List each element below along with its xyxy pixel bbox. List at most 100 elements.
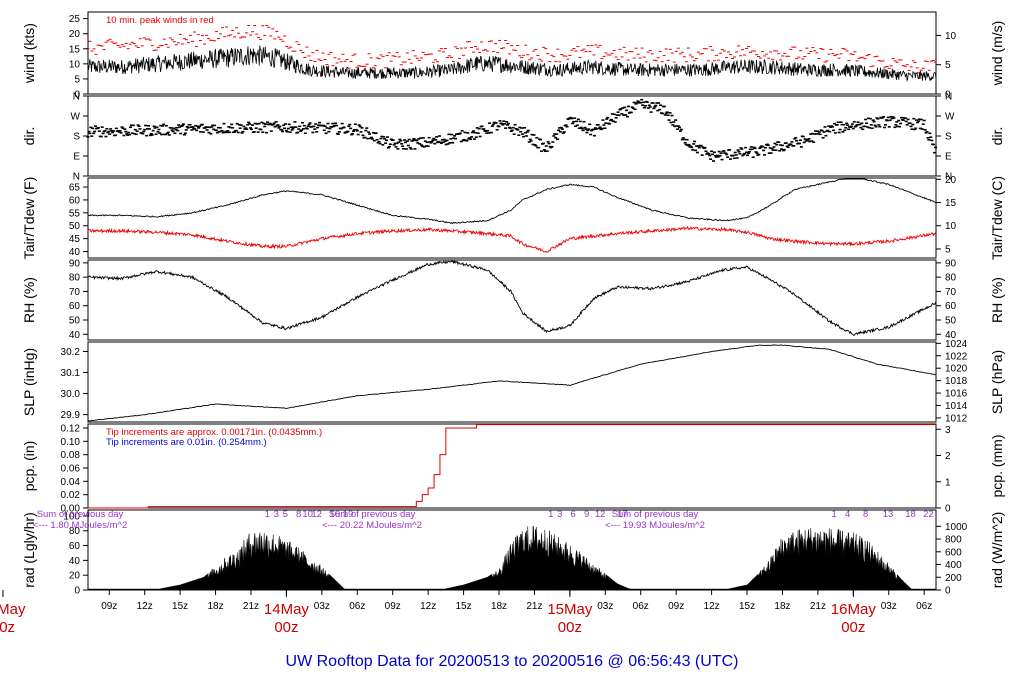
rad-uv-label: 9: [584, 509, 589, 520]
rad-uv-label: 12: [595, 509, 606, 520]
temp-right-tick-label: 15: [945, 198, 957, 209]
rad-uv-label: 1: [548, 509, 553, 520]
pcp-left-label: pcp. (in): [21, 441, 37, 492]
rh-left-tick-label: 60: [69, 301, 81, 312]
x-tick-label: 21z: [526, 601, 542, 612]
rh-left-tick-label: 40: [69, 330, 81, 341]
slp-left-tick-label: 30.1: [61, 368, 81, 379]
temp-left-tick-label: 45: [69, 234, 81, 245]
slp-right-tick-label: 1012: [945, 413, 968, 424]
slp-right-tick-label: 1020: [945, 364, 968, 375]
pcp-left-tick-label: 0.10: [61, 437, 81, 448]
rad-right-tick-label: 0: [945, 586, 951, 597]
wind-left-tick-label: 15: [69, 44, 81, 55]
rad-uv-label: 6: [571, 509, 576, 520]
panel-frame-wind: [87, 11, 937, 95]
dir-right-tick-label: N: [945, 172, 952, 183]
pcp-left-tick-label: 0.06: [61, 464, 81, 475]
x-tick-label: 09z: [101, 601, 117, 612]
rh-right-tick-label: 90: [945, 258, 957, 269]
precip-line: [88, 424, 936, 509]
panel-frame-rh: [87, 259, 937, 341]
x-tick-label: 18z: [491, 601, 507, 612]
wind-left-label: wind (kts): [21, 23, 37, 84]
pcp-left-tick-label: 0.00: [61, 504, 81, 515]
dir-left-label: dir.: [21, 127, 37, 146]
temp-right-tick-label: 5: [945, 244, 951, 255]
rad-left-tick-label: 80: [69, 526, 81, 537]
wind-left-tick-label: 20: [69, 29, 81, 40]
rh-left-tick-label: 80: [69, 273, 81, 284]
pcp-left-tick-label: 0.08: [61, 450, 81, 461]
rh-right-tick-label: 50: [945, 316, 957, 327]
wind-right-label: wind (m/s): [989, 21, 1005, 87]
dir-right-tick-label: N: [945, 92, 952, 103]
dew-point-line: [87, 225, 936, 253]
rad-uv-label: 8: [296, 509, 301, 520]
rh-left-label: RH (%): [21, 277, 37, 323]
rad-right-tick-label: 600: [945, 547, 962, 558]
radiation-area: [87, 525, 937, 591]
rh-right-tick-label: 60: [945, 301, 957, 312]
rh-right-tick-label: 40: [945, 330, 957, 341]
slp-line: [88, 344, 937, 422]
day-label: 16May: [831, 601, 877, 618]
axes-ticks: 05101520250510NESWNNESWN4045505560655101…: [0, 14, 968, 636]
rad-uv-label: 5: [283, 509, 288, 520]
panel-frame-temp: [87, 177, 937, 259]
data-traces: [86, 24, 938, 591]
slp-left-label: SLP (inHg): [21, 348, 37, 416]
rad-sum-title: Sum of previous day: [612, 509, 699, 520]
temp-right-tick-label: 10: [945, 221, 957, 232]
slp-left-tick-label: 29.9: [61, 410, 81, 421]
rad-sum-value: <--- 19.93 MJoules/m^2: [605, 520, 705, 531]
rad-left-tick-label: 40: [69, 556, 81, 567]
slp-right-tick-label: 1022: [945, 351, 968, 362]
x-tick-label: 09z: [385, 601, 401, 612]
panel-frame-dir: [87, 95, 937, 177]
rh-left-tick-label: 70: [69, 287, 81, 298]
rh-right-tick-label: 70: [945, 287, 957, 298]
slp-right-tick-label: 1014: [945, 401, 968, 412]
pcp-right-tick-label: 0: [945, 504, 951, 515]
rad-right-tick-label: 200: [945, 573, 962, 584]
dir-right-tick-label: S: [945, 132, 952, 143]
pcp-left-tick-label: 0.12: [61, 424, 81, 435]
temp-left-tick-label: 40: [69, 247, 81, 258]
rh-left-tick-label: 50: [69, 316, 81, 327]
rh-right-tick-label: 80: [945, 273, 957, 284]
panel-frame-slp: [87, 341, 937, 423]
x-tick-label: 12z: [137, 601, 153, 612]
pcp-left-tick-label: 0.02: [61, 490, 81, 501]
temp-left-tick-label: 60: [69, 195, 81, 206]
day-hour-label: 00z: [558, 619, 582, 636]
rad-uv-label: 1: [832, 509, 837, 520]
day-hour-label: 00z: [841, 619, 865, 636]
wind-left-tick-label: 10: [69, 59, 81, 70]
rad-right-tick-label: 800: [945, 535, 962, 546]
rad-left-tick-label: 100: [63, 511, 80, 522]
wind-left-tick-label: 25: [69, 14, 81, 25]
temp-left-label: Tair/Tdew (F): [21, 177, 37, 259]
peak-wind-note: 10 min. peak winds in red: [106, 15, 214, 26]
temp-left-tick-label: 65: [69, 183, 81, 194]
rad-uv-label: 17: [617, 509, 628, 520]
tip-note-red: Tip increments are approx. 0.00171in. (0…: [106, 427, 322, 438]
pcp-right-tick-label: 3: [945, 425, 951, 436]
day-label: 15May: [547, 601, 593, 618]
slp-right-label: SLP (hPa): [989, 350, 1005, 414]
rad-left-tick-label: 0: [74, 586, 80, 597]
rad-right-tick-label: 1000: [945, 522, 968, 533]
rh-line: [87, 259, 936, 336]
x-tick-label: 15z: [172, 601, 188, 612]
slp-left-tick-label: 30.2: [61, 347, 81, 358]
rad-left-tick-label: 20: [69, 571, 81, 582]
x-tick-label: 21z: [810, 601, 826, 612]
wind-left-tick-label: 0: [74, 90, 80, 101]
figure-title: UW Rooftop Data for 20200513 to 20200516…: [286, 653, 739, 670]
rad-sum-title: Sum of previous day: [329, 509, 416, 520]
pcp-right-label: pcp. (mm): [989, 435, 1005, 498]
day-hour-label: 00z: [274, 619, 298, 636]
wind-right-tick-label: 5: [945, 60, 951, 71]
x-tick-label: 15z: [456, 601, 472, 612]
